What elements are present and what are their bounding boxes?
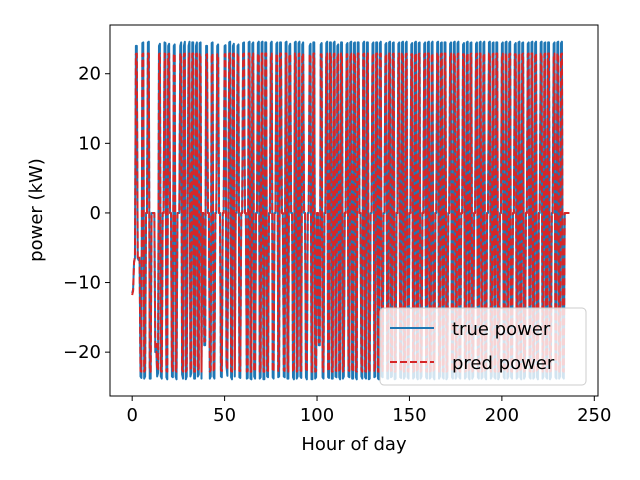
x-tick-label: 50 [213, 405, 236, 426]
series-layer [131, 40, 570, 381]
x-tick-label: 200 [485, 405, 519, 426]
y-tick-label: 0 [90, 203, 101, 224]
y-tick-label: 20 [78, 64, 101, 85]
y-axis-ticks: −20 −10 0 10 20 [63, 64, 110, 363]
x-axis-label: Hour of day [301, 434, 407, 455]
x-axis-ticks: 0 50 100 150 200 250 [126, 396, 611, 426]
x-tick-label: 250 [577, 405, 611, 426]
series-line-true-power [131, 40, 570, 381]
plot-frame [109, 24, 599, 397]
plot-area [131, 40, 570, 381]
y-tick-label: 10 [78, 133, 101, 154]
y-axis-label: power (kW) [26, 158, 47, 262]
x-tick-label: 150 [392, 405, 426, 426]
legend-label-pred-power: pred power [452, 353, 555, 374]
legend-label-true-power: true power [452, 319, 551, 340]
x-tick-label: 100 [300, 405, 334, 426]
y-tick-label: −10 [63, 273, 101, 294]
y-tick-label: −20 [63, 342, 101, 363]
x-tick-label: 0 [126, 405, 137, 426]
legend: true power pred power [379, 307, 587, 386]
series-line-pred-power [131, 52, 570, 373]
